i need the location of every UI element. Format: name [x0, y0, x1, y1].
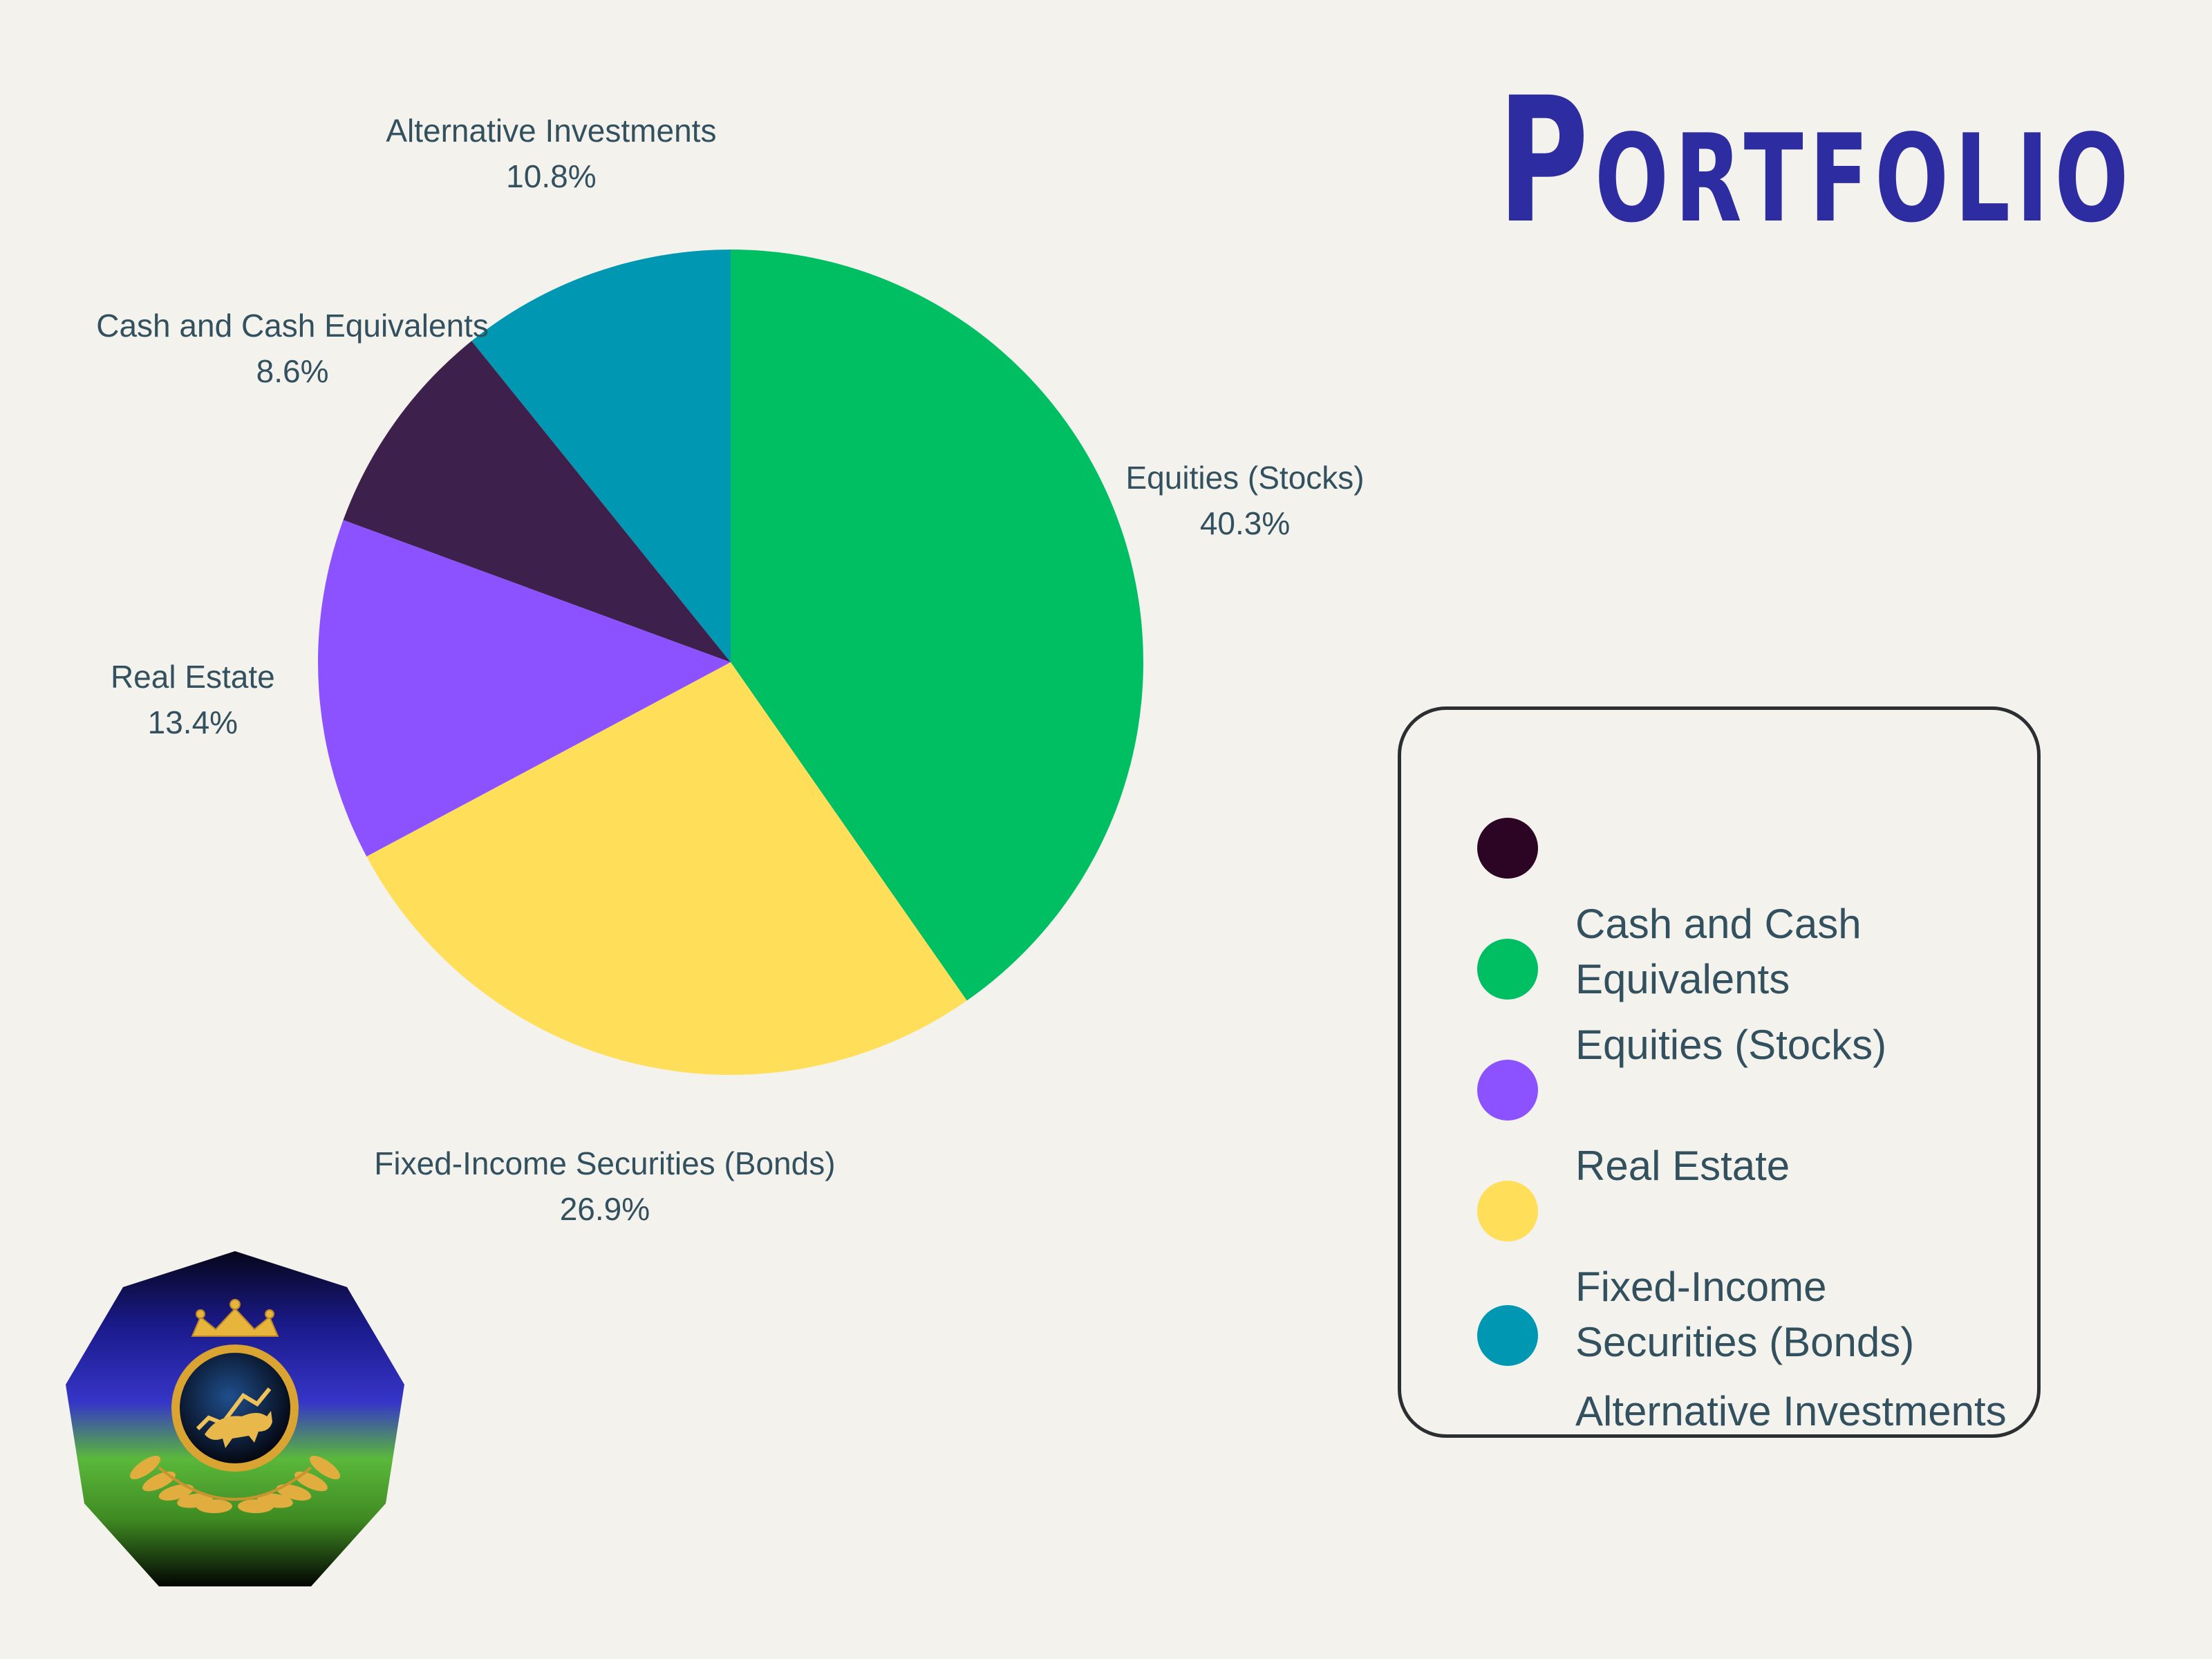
- slice-label-percent: 40.3%: [1199, 505, 1291, 541]
- pie-slices: [318, 250, 1143, 1075]
- legend-swatch-equities: [1477, 939, 1538, 1000]
- legend-swatch-real-estate: [1477, 1060, 1538, 1121]
- slice-label-equities-stocks: Equities (Stocks) 40.3%: [1126, 455, 1365, 546]
- legend-swatch-alternative: [1477, 1305, 1538, 1366]
- pie-slice-fixed-income-securities-bonds: [366, 662, 967, 1075]
- legend: Cash and Cash Equivalents Equities (Stoc…: [1398, 706, 2041, 1438]
- slice-label-fixed-income-securities-bonds: Fixed-Income Securities (Bonds) 26.9%: [374, 1141, 835, 1232]
- legend-swatch-bonds: [1477, 1181, 1538, 1241]
- bull-crown-laurel-emblem-icon: [66, 1251, 404, 1586]
- slice-label-percent: 13.4%: [147, 704, 238, 740]
- slice-label-name: Fixed-Income Securities (Bonds): [374, 1145, 836, 1182]
- slice-label-percent: 8.6%: [256, 353, 329, 389]
- slice-label-percent: 26.9%: [559, 1191, 650, 1228]
- slice-label-alternative-investments: Alternative Investments 10.8%: [386, 108, 716, 199]
- pie-slice-cash-and-cash-equivalents: [343, 341, 731, 662]
- legend-label-equities: Equities (Stocks): [1575, 1022, 1887, 1068]
- pie-slice-real-estate: [318, 520, 731, 857]
- legend-label-bonds: Fixed-Income Securities (Bonds): [1575, 1264, 1915, 1365]
- page-title: Portfolio: [1497, 60, 2135, 261]
- slice-label-name: Real Estate: [110, 658, 275, 695]
- slice-label-name: Equities (Stocks): [1125, 459, 1365, 496]
- slice-label-real-estate: Real Estate 13.4%: [111, 654, 275, 745]
- slice-label-percent: 10.8%: [506, 158, 597, 195]
- legend-label-cash: Cash and Cash Equivalents: [1575, 901, 1862, 1002]
- pie-slice-alternative-investments: [471, 250, 731, 662]
- slice-label-cash-and-cash-equivalents: Cash and Cash Equivalents 8.6%: [96, 303, 489, 394]
- legend-label-real-estate: Real Estate: [1575, 1143, 1790, 1189]
- slice-label-name: Alternative Investments: [386, 113, 717, 149]
- pie-slice-equities-stocks: [731, 250, 1143, 1001]
- legend-swatch-cash: [1477, 818, 1538, 879]
- legend-label-alternative: Alternative Investments: [1575, 1388, 2007, 1434]
- slice-label-name: Cash and Cash Equivalents: [96, 307, 489, 344]
